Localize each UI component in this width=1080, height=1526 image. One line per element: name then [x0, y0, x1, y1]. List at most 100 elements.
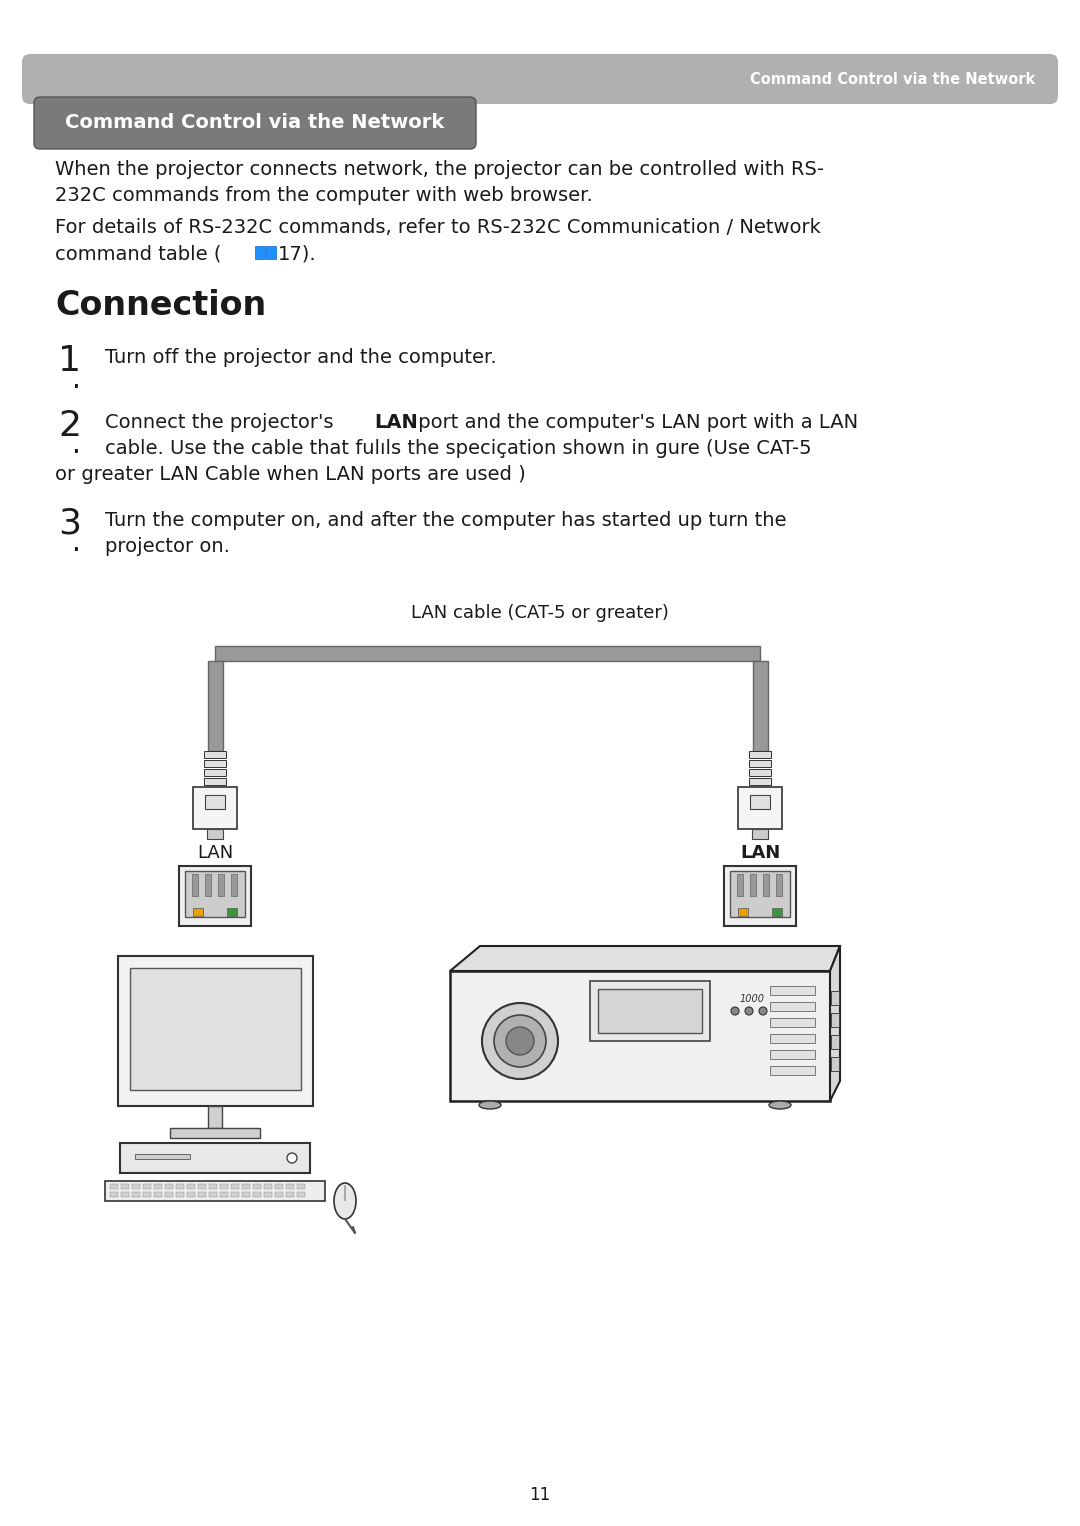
- Bar: [297, 1184, 305, 1189]
- Text: For details of RS-232C commands, refer to RS-232C Communication / Network: For details of RS-232C commands, refer t…: [55, 218, 821, 237]
- Bar: [753, 661, 768, 751]
- Text: .: .: [72, 366, 81, 394]
- Ellipse shape: [334, 1183, 356, 1219]
- Polygon shape: [450, 946, 840, 971]
- Text: 17).: 17).: [278, 244, 316, 262]
- Bar: [187, 1192, 195, 1196]
- Bar: [192, 874, 198, 896]
- Text: When the projector connects network, the projector can be controlled with RS-: When the projector connects network, the…: [55, 160, 824, 179]
- Bar: [165, 1192, 173, 1196]
- Bar: [590, 981, 710, 1041]
- Bar: [208, 1106, 222, 1128]
- Text: cable. Use the cable that fulıls the speciçation shown in ɡure (Use CAT-5: cable. Use the cable that fulıls the spe…: [105, 439, 812, 458]
- Bar: [110, 1184, 118, 1189]
- Bar: [231, 1192, 239, 1196]
- Bar: [198, 1184, 206, 1189]
- Text: 232C commands from the computer with web browser.: 232C commands from the computer with web…: [55, 186, 593, 204]
- Bar: [143, 1184, 151, 1189]
- Text: LAN cable (CAT-5 or greater): LAN cable (CAT-5 or greater): [411, 604, 669, 623]
- Bar: [121, 1184, 129, 1189]
- Bar: [297, 1192, 305, 1196]
- Bar: [210, 1192, 217, 1196]
- Text: Connection: Connection: [55, 288, 267, 322]
- Text: .: .: [72, 530, 81, 557]
- Bar: [738, 908, 748, 916]
- Bar: [208, 661, 222, 751]
- Text: Command Control via the Network: Command Control via the Network: [66, 113, 445, 133]
- Bar: [130, 967, 301, 1090]
- Bar: [286, 1184, 294, 1189]
- Circle shape: [745, 1007, 753, 1015]
- Bar: [255, 246, 265, 259]
- Bar: [204, 760, 226, 768]
- Bar: [286, 1192, 294, 1196]
- Bar: [750, 874, 756, 896]
- Bar: [730, 871, 789, 917]
- Bar: [598, 989, 702, 1033]
- Bar: [165, 1184, 173, 1189]
- Circle shape: [482, 1003, 558, 1079]
- Text: .: .: [72, 430, 81, 459]
- Circle shape: [759, 1007, 767, 1015]
- Bar: [242, 1192, 249, 1196]
- Bar: [752, 829, 768, 839]
- Bar: [231, 1184, 239, 1189]
- Bar: [770, 986, 815, 995]
- Bar: [831, 1013, 839, 1027]
- Bar: [154, 1184, 162, 1189]
- Bar: [193, 787, 237, 829]
- Bar: [450, 971, 831, 1100]
- Bar: [266, 246, 276, 259]
- Text: Command Control via the Network: Command Control via the Network: [750, 72, 1035, 87]
- Bar: [242, 1184, 249, 1189]
- Bar: [750, 751, 771, 758]
- Bar: [750, 795, 770, 809]
- Text: 1000: 1000: [740, 993, 765, 1004]
- Bar: [724, 865, 796, 926]
- Text: 3: 3: [58, 507, 81, 542]
- Bar: [770, 1050, 815, 1059]
- Bar: [770, 1035, 815, 1042]
- Text: projector on.: projector on.: [105, 537, 230, 555]
- FancyBboxPatch shape: [33, 98, 476, 150]
- Text: LAN: LAN: [197, 844, 233, 862]
- Bar: [253, 1192, 261, 1196]
- Bar: [132, 1184, 140, 1189]
- Bar: [253, 1184, 261, 1189]
- Bar: [154, 1192, 162, 1196]
- Bar: [227, 908, 237, 916]
- Bar: [750, 769, 771, 777]
- Bar: [176, 1192, 184, 1196]
- Text: Turn the computer on, and after the computer has started up turn the: Turn the computer on, and after the comp…: [105, 511, 786, 530]
- Bar: [179, 865, 251, 926]
- FancyBboxPatch shape: [22, 53, 1058, 104]
- Bar: [198, 1192, 206, 1196]
- Bar: [220, 1192, 228, 1196]
- Text: command table (: command table (: [55, 244, 221, 262]
- Bar: [204, 778, 226, 784]
- Bar: [185, 871, 245, 917]
- Bar: [772, 908, 782, 916]
- Bar: [132, 1192, 140, 1196]
- Polygon shape: [831, 946, 840, 1100]
- Bar: [264, 1184, 272, 1189]
- Bar: [204, 751, 226, 758]
- Bar: [218, 874, 224, 896]
- Bar: [275, 1192, 283, 1196]
- Bar: [220, 1184, 228, 1189]
- Bar: [205, 874, 211, 896]
- Circle shape: [507, 1027, 534, 1054]
- Bar: [105, 1181, 325, 1201]
- Circle shape: [494, 1015, 546, 1067]
- Bar: [770, 1003, 815, 1012]
- Bar: [777, 874, 782, 896]
- Bar: [345, 1186, 346, 1201]
- Bar: [770, 1067, 815, 1074]
- Text: or greater LAN Cable when LAN ports are used ): or greater LAN Cable when LAN ports are …: [55, 465, 526, 484]
- Bar: [831, 1058, 839, 1071]
- Text: 2: 2: [58, 409, 81, 443]
- Bar: [737, 874, 743, 896]
- Bar: [204, 769, 226, 777]
- Text: port and the computer's LAN port with a LAN: port and the computer's LAN port with a …: [411, 414, 859, 432]
- Bar: [207, 829, 222, 839]
